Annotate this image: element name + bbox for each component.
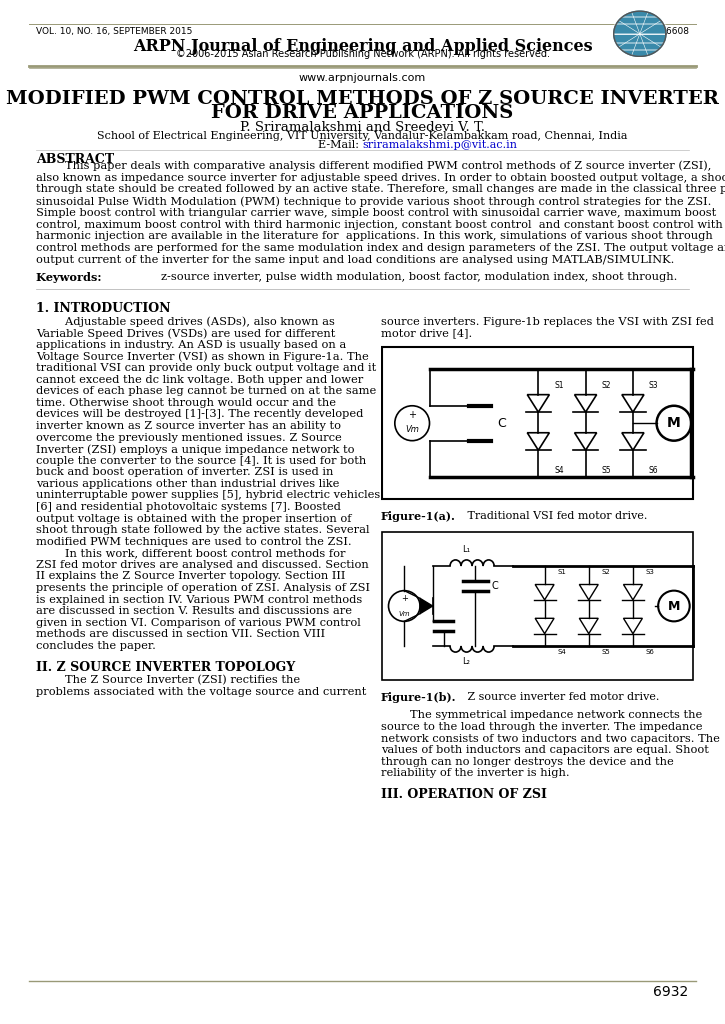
FancyBboxPatch shape [382, 347, 693, 500]
Text: ABSTRACT: ABSTRACT [36, 153, 115, 166]
Text: S2: S2 [602, 569, 610, 575]
Text: values of both inductors and capacitors are equal. Shoot: values of both inductors and capacitors … [381, 745, 708, 755]
Text: reliability of the inverter is high.: reliability of the inverter is high. [381, 768, 569, 778]
Text: S4: S4 [554, 466, 564, 475]
Text: E-Mail:: E-Mail: [318, 140, 362, 151]
Text: In this work, different boost control methods for: In this work, different boost control me… [36, 548, 346, 558]
Text: VOL. 10, NO. 16, SEPTEMBER 2015: VOL. 10, NO. 16, SEPTEMBER 2015 [36, 27, 193, 36]
Text: problems associated with the voltage source and current: problems associated with the voltage sou… [36, 686, 367, 696]
Text: Vm: Vm [405, 425, 419, 434]
Text: S6: S6 [649, 466, 658, 475]
Text: traditional VSI can provide only buck output voltage and it: traditional VSI can provide only buck ou… [36, 364, 376, 373]
Text: given in section VI. Comparison of various PWM control: given in section VI. Comparison of vario… [36, 617, 361, 628]
Text: source inverters. Figure-1b replaces the VSI with ZSI fed: source inverters. Figure-1b replaces the… [381, 316, 713, 327]
Text: also known as impedance source inverter for adjustable speed drives. In order to: also known as impedance source inverter … [36, 172, 725, 182]
Text: ©2006-2015 Asian Research Publishing Network (ARPN). All rights reserved.: ©2006-2015 Asian Research Publishing Net… [175, 49, 550, 59]
Text: C: C [491, 581, 498, 591]
Text: modified PWM techniques are used to control the ZSI.: modified PWM techniques are used to cont… [36, 537, 352, 547]
Text: sinusoidal Pulse Width Modulation (PWM) technique to provide various shoot throu: sinusoidal Pulse Width Modulation (PWM) … [36, 196, 712, 207]
Text: M: M [668, 599, 680, 612]
Text: devices will be destroyed [1]-[3]. The recently developed: devices will be destroyed [1]-[3]. The r… [36, 410, 364, 420]
Text: +: + [408, 411, 416, 420]
Text: harmonic injection are available in the literature for  applications. In this wo: harmonic injection are available in the … [36, 231, 713, 242]
Text: Voltage Source Inverter (VSI) as shown in Figure-1a. The: Voltage Source Inverter (VSI) as shown i… [36, 351, 369, 362]
Text: S5: S5 [602, 466, 611, 475]
Text: www.arpnjournals.com: www.arpnjournals.com [299, 73, 426, 83]
Text: II explains the Z Source Inverter topology. Section III: II explains the Z Source Inverter topolo… [36, 571, 346, 582]
Text: S3: S3 [649, 381, 658, 389]
Text: S4: S4 [558, 649, 566, 655]
Text: L₂: L₂ [462, 657, 470, 667]
Text: S2: S2 [602, 381, 611, 389]
Text: Simple boost control with triangular carrier wave, simple boost control with sin: Simple boost control with triangular car… [36, 208, 716, 218]
Text: concludes the paper.: concludes the paper. [36, 641, 156, 651]
Text: 1. INTRODUCTION: 1. INTRODUCTION [36, 301, 171, 314]
Text: presents the principle of operation of ZSI. Analysis of ZSI: presents the principle of operation of Z… [36, 583, 370, 593]
Text: source to the load through the inverter. The impedance: source to the load through the inverter.… [381, 722, 702, 732]
Text: through state should be created followed by an active state. Therefore, small ch: through state should be created followed… [36, 184, 725, 195]
Text: various applications other than industrial drives like: various applications other than industri… [36, 479, 339, 488]
Text: ARPN Journal of Engineering and Applied Sciences: ARPN Journal of Engineering and Applied … [133, 38, 592, 55]
Text: School of Electrical Engineering, VIT University, Vandalur-Kelambakkam road, Che: School of Electrical Engineering, VIT Un… [97, 131, 628, 141]
Text: z-source inverter, pulse width modulation, boost factor, modulation index, shoot: z-source inverter, pulse width modulatio… [161, 271, 677, 282]
Text: inverter known as Z source inverter has an ability to: inverter known as Z source inverter has … [36, 421, 341, 431]
Text: are discussed in section V. Results and discussions are: are discussed in section V. Results and … [36, 606, 352, 616]
Text: sriramalakshmi.p@vit.ac.in: sriramalakshmi.p@vit.ac.in [362, 140, 518, 151]
Text: Figure-1(a).: Figure-1(a). [381, 511, 455, 522]
Text: shoot through state followed by the active states. Several: shoot through state followed by the acti… [36, 525, 370, 536]
Text: time. Otherwise shoot through would occur and the: time. Otherwise shoot through would occu… [36, 398, 336, 408]
Text: Vm: Vm [399, 610, 410, 616]
Text: ISSN 1819-6608: ISSN 1819-6608 [616, 27, 689, 36]
Text: Inverter (ZSI) employs a unique impedance network to: Inverter (ZSI) employs a unique impedanc… [36, 444, 355, 455]
Text: output current of the inverter for the same input and load conditions are analys: output current of the inverter for the s… [36, 255, 675, 265]
Text: Figure-1(b).: Figure-1(b). [381, 692, 456, 703]
Text: Traditional VSI fed motor drive.: Traditional VSI fed motor drive. [464, 511, 647, 521]
Text: M: M [667, 416, 681, 430]
Text: S6: S6 [645, 649, 655, 655]
Polygon shape [614, 11, 666, 56]
Text: [6] and residential photovoltaic systems [7]. Boosted: [6] and residential photovoltaic systems… [36, 502, 341, 512]
Polygon shape [420, 598, 433, 613]
Text: output voltage is obtained with the proper insertion of: output voltage is obtained with the prop… [36, 514, 352, 523]
Text: FOR DRIVE APPLICATIONS: FOR DRIVE APPLICATIONS [212, 104, 513, 123]
Text: Variable Speed Drives (VSDs) are used for different: Variable Speed Drives (VSDs) are used fo… [36, 329, 336, 339]
Text: control methods are performed for the same modulation index and design parameter: control methods are performed for the sa… [36, 243, 725, 253]
Text: S1: S1 [558, 569, 566, 575]
Text: cannot exceed the dc link voltage. Both upper and lower: cannot exceed the dc link voltage. Both … [36, 375, 363, 385]
Text: applications in industry. An ASD is usually based on a: applications in industry. An ASD is usua… [36, 340, 347, 350]
Text: network consists of two inductors and two capacitors. The: network consists of two inductors and tw… [381, 733, 719, 743]
Text: couple the converter to the source [4]. It is used for both: couple the converter to the source [4]. … [36, 456, 367, 466]
Text: S5: S5 [602, 649, 610, 655]
Text: overcome the previously mentioned issues. Z Source: overcome the previously mentioned issues… [36, 432, 342, 442]
Text: ZSI fed motor drives are analysed and discussed. Section: ZSI fed motor drives are analysed and di… [36, 560, 369, 570]
Text: P. Sriramalakshmi and Sreedevi V. T.: P. Sriramalakshmi and Sreedevi V. T. [240, 121, 485, 134]
Text: The Z Source Inverter (ZSI) rectifies the: The Z Source Inverter (ZSI) rectifies th… [36, 675, 300, 685]
Text: MODIFIED PWM CONTROL METHODS OF Z SOURCE INVERTER: MODIFIED PWM CONTROL METHODS OF Z SOURCE… [6, 90, 719, 109]
Text: L₁: L₁ [462, 545, 470, 554]
Text: Z source inverter fed motor drive.: Z source inverter fed motor drive. [464, 692, 659, 702]
Text: III. OPERATION OF ZSI: III. OPERATION OF ZSI [381, 788, 547, 801]
Text: methods are discussed in section VII. Section VIII: methods are discussed in section VII. Se… [36, 630, 326, 639]
Text: The symmetrical impedance network connects the: The symmetrical impedance network connec… [381, 711, 702, 721]
Text: S1: S1 [554, 381, 563, 389]
Text: Keywords:: Keywords: [36, 271, 106, 283]
Text: motor drive [4].: motor drive [4]. [381, 329, 472, 339]
Text: +: + [401, 594, 407, 603]
Text: II. Z SOURCE INVERTER TOPOLOGY: II. Z SOURCE INVERTER TOPOLOGY [36, 660, 296, 674]
Text: This paper deals with comparative analysis different modified PWM control method: This paper deals with comparative analys… [36, 161, 712, 171]
Text: devices of each phase leg cannot be turned on at the same: devices of each phase leg cannot be turn… [36, 386, 376, 396]
Text: control, maximum boost control with third harmonic injection, constant boost con: control, maximum boost control with thir… [36, 219, 725, 229]
Text: S3: S3 [645, 569, 655, 575]
FancyBboxPatch shape [382, 532, 693, 680]
Text: buck and boost operation of inverter. ZSI is used in: buck and boost operation of inverter. ZS… [36, 467, 334, 477]
Text: C: C [497, 417, 506, 430]
Text: through can no longer destroys the device and the: through can no longer destroys the devic… [381, 757, 674, 767]
Text: is explained in section IV. Various PWM control methods: is explained in section IV. Various PWM … [36, 595, 362, 604]
Text: 6932: 6932 [653, 985, 689, 999]
Text: Adjustable speed drives (ASDs), also known as: Adjustable speed drives (ASDs), also kno… [36, 316, 335, 328]
Text: uninterruptable power supplies [5], hybrid electric vehicles: uninterruptable power supplies [5], hybr… [36, 490, 381, 501]
